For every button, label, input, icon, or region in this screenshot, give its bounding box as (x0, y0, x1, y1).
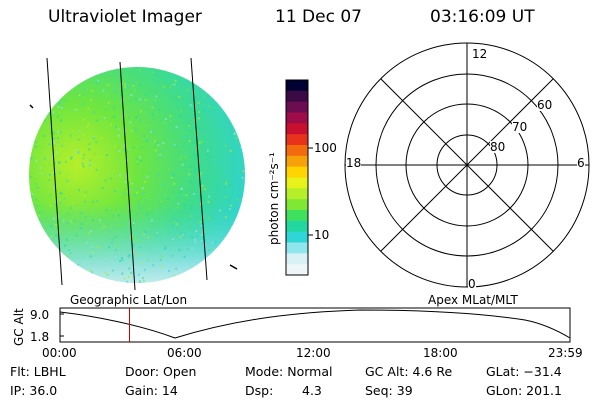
colorbar-segment (286, 264, 308, 276)
colorbar-segment (286, 145, 308, 157)
colorbar-segment (286, 177, 308, 189)
colorbar-frame (285, 79, 309, 276)
mlt-label-6: 6 (577, 156, 585, 170)
lat-label-60: 60 (537, 98, 553, 112)
tick-mark (229, 264, 238, 270)
colorbar-segment (286, 166, 308, 178)
colorbar-segment (286, 101, 308, 113)
info-mode: Mode: Normal (245, 364, 333, 379)
time-label: 03:16:09 UT (430, 7, 535, 27)
mlt-label-12: 12 (472, 47, 488, 61)
colorbar-segment (286, 220, 308, 233)
info-dsp-value: 4.3 (302, 383, 322, 398)
colorbar-segment (286, 231, 308, 243)
lon-line (46, 57, 63, 286)
altitude-xtick-2359: 23:59 (548, 346, 583, 360)
colorbar-segment (286, 90, 308, 103)
info-filter: Flt: LBHL (10, 364, 66, 379)
polar-diagonal (380, 78, 554, 252)
colorbar-segment (286, 242, 308, 254)
info-door: Door: Open (125, 364, 197, 379)
altitude-xtick-0600: 06:00 (167, 346, 202, 360)
lon-line (190, 57, 208, 281)
colorbar-segment (286, 253, 308, 265)
image-caption: Geographic Lat/Lon (70, 293, 188, 307)
tick-mark (29, 104, 34, 109)
altitude-xtick-0000: 00:00 (42, 346, 77, 360)
instrument-title: Ultraviolet Imager (48, 7, 202, 27)
colorbar-segment (286, 112, 308, 124)
colorbar-segment (286, 134, 308, 146)
altitude-curve (59, 309, 571, 339)
info-dsp-label: Dsp: (245, 383, 274, 398)
colorbar-segment (286, 123, 308, 135)
mlt-label-0: 0 (468, 277, 476, 291)
altitude-ytick-9: 9.0 (30, 308, 50, 322)
colorbar-segment (286, 210, 308, 222)
altitude-frame (59, 307, 571, 343)
polar-caption: Apex MLat/MLT (428, 293, 518, 307)
altitude-y-label: GC Alt (12, 308, 26, 346)
altitude-ytick-1.8: 1.8 (30, 330, 50, 344)
colorbar-segment (286, 199, 308, 211)
info-seq: Seq: 39 (365, 383, 413, 398)
colorbar-segment (286, 188, 308, 200)
altitude-xtick-1800: 18:00 (423, 346, 458, 360)
info-glon: GLon: 201.1 (486, 383, 562, 398)
colorbar-segment (286, 80, 308, 92)
colorbar-tick-10: 10 (314, 228, 330, 242)
lat-label-70: 70 (512, 120, 528, 134)
mlt-label-18: 18 (346, 156, 362, 170)
lon-line (119, 61, 136, 291)
colorbar-segment (286, 155, 308, 168)
altitude-xtick-1200: 12:00 (296, 346, 331, 360)
info-glat: GLat: −31.4 (486, 364, 562, 379)
info-gain: Gain: 14 (125, 383, 178, 398)
info-ip: IP: 36.0 (10, 383, 58, 398)
colorbar-tick-100: 100 (314, 141, 337, 155)
image-haze (29, 67, 245, 283)
lat-label-80: 80 (490, 140, 506, 154)
date-label: 11 Dec 07 (275, 7, 362, 27)
info-gc-alt: GC Alt: 4.6 Re (365, 364, 453, 379)
